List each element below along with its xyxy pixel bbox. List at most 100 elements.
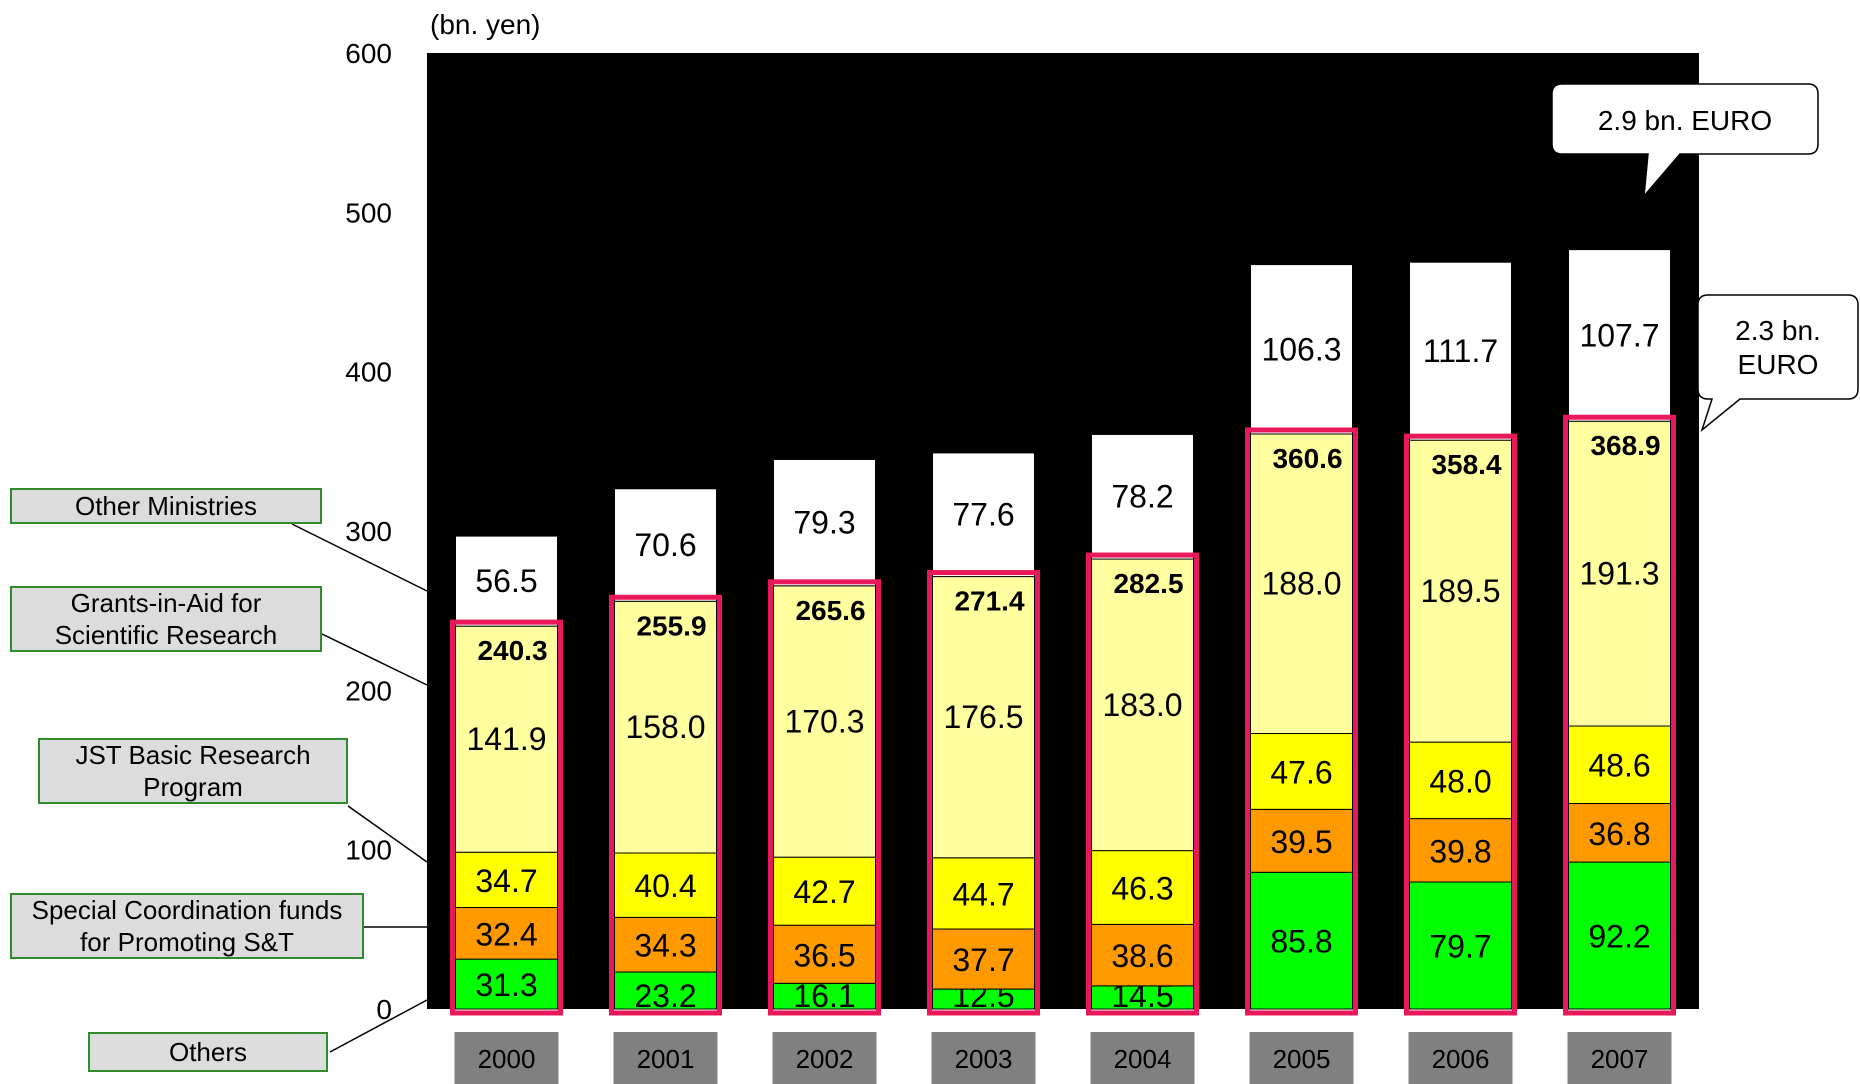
y-tick-label: 500: [345, 197, 392, 228]
bar-segment: [1250, 433, 1353, 735]
svg-text:2001: 2001: [637, 1044, 695, 1074]
bar-segment: [455, 907, 558, 960]
legend-leader-line: [321, 633, 428, 686]
bar-segment: [614, 916, 717, 973]
svg-text:2000: 2000: [478, 1044, 536, 1074]
bar-segment: [1091, 558, 1194, 852]
y-tick-label: 100: [345, 835, 392, 866]
data-label: 85.8: [1270, 924, 1332, 960]
data-label: 79.3: [793, 505, 855, 541]
x-tick-label-2003: 2003: [931, 1032, 1036, 1084]
bar-segment: [1250, 808, 1353, 873]
data-label: 141.9: [466, 721, 546, 757]
bar-segment: [773, 982, 876, 1010]
svg-text:2003: 2003: [955, 1044, 1013, 1074]
bar-2006: 79.7 39.8 48.0 189.5 111.7 358.4: [1404, 261, 1517, 1016]
bar-segment: [1568, 725, 1671, 804]
bar-segment: [1568, 802, 1671, 863]
data-label: 32.4: [475, 916, 537, 952]
legend-entry-2: JST Basic Research Program: [38, 738, 348, 804]
data-label: 36.8: [1588, 816, 1650, 852]
data-label: 48.6: [1588, 748, 1650, 784]
data-label: 158.0: [625, 709, 705, 745]
data-label: 16.1: [793, 978, 855, 1014]
bar-segment: [1568, 420, 1671, 727]
subtotal-label: 255.9: [636, 610, 706, 641]
legend-leader-line: [329, 999, 428, 1053]
x-tick-label-2007: 2007: [1567, 1032, 1672, 1084]
data-label: 188.0: [1261, 566, 1341, 602]
data-label: 37.7: [952, 942, 1014, 978]
y-tick-label: 0: [376, 994, 392, 1025]
callout-2-3-bn-euro-text: 2.3 bn. EURO: [1735, 315, 1821, 380]
data-label: 170.3: [784, 703, 864, 739]
data-label: 107.7: [1579, 317, 1659, 353]
subtotal-highlight: [1245, 427, 1358, 1016]
bar-segment: [773, 585, 876, 858]
data-label: 23.2: [634, 978, 696, 1014]
bar-segment: [1409, 818, 1512, 883]
bar-segment: [773, 458, 876, 587]
bar-segment: [614, 600, 717, 854]
data-label: 46.3: [1111, 871, 1173, 907]
x-tick-label-2001: 2001: [613, 1032, 718, 1084]
subtotal-highlight: [1404, 433, 1517, 1016]
y-tick-label: 400: [345, 357, 392, 388]
bar-segment: [455, 535, 558, 627]
data-label: 48.0: [1429, 763, 1491, 799]
data-label: 79.7: [1429, 929, 1491, 965]
bar-segment: [1568, 249, 1671, 422]
subtotal-label: 360.6: [1272, 443, 1342, 474]
bar-segment: [1250, 733, 1353, 810]
data-label: 39.5: [1270, 824, 1332, 860]
y-tick-label: 200: [345, 675, 392, 706]
bar-segment: [1409, 439, 1512, 743]
subtotal-highlight: [1563, 414, 1676, 1016]
subtotal-highlight: [1086, 552, 1199, 1016]
data-label: 42.7: [793, 874, 855, 910]
bar-segment: [932, 576, 1035, 859]
x-tick-label-2002: 2002: [772, 1032, 877, 1084]
y-tick-label: 600: [345, 38, 392, 69]
callout-2-3-bn-euro: 2.3 bn. EURO: [1697, 294, 1859, 433]
x-tick-label-2000: 2000: [454, 1032, 559, 1084]
subtotal-label: 265.6: [795, 595, 865, 626]
legend-entry-3: Grants-in-Aid for Scientific Research: [10, 586, 322, 652]
callout-2-9-bn-euro: 2.9 bn. EURO: [1551, 83, 1819, 199]
bar-segment: [1091, 433, 1194, 560]
svg-text:2007: 2007: [1591, 1044, 1649, 1074]
bar-segment: [932, 452, 1035, 578]
svg-text:2006: 2006: [1432, 1044, 1490, 1074]
bar-segment: [932, 857, 1035, 930]
data-label: 39.8: [1429, 833, 1491, 869]
data-label: 176.5: [943, 699, 1023, 735]
data-label: 34.3: [634, 928, 696, 964]
subtotal-highlight: [927, 570, 1040, 1016]
svg-text:2004: 2004: [1114, 1044, 1172, 1074]
legend-entry-1: Special Coordination funds for Promoting…: [10, 893, 364, 959]
bar-2001: 23.2 34.3 40.4 158.0 70.6 255.9: [609, 488, 722, 1016]
y-tick-label: 300: [345, 516, 392, 547]
x-tick-label-2005: 2005: [1249, 1032, 1354, 1084]
legend-leader-line: [347, 805, 428, 863]
data-label: 34.7: [475, 863, 537, 899]
subtotal-label: 240.3: [477, 635, 547, 666]
data-label: 47.6: [1270, 754, 1332, 790]
bar-2005: 85.8 39.5 47.6 188.0 106.3 360.6: [1245, 264, 1358, 1016]
data-label: 189.5: [1420, 573, 1500, 609]
bar-segment: [614, 852, 717, 918]
x-tick-label-2004: 2004: [1090, 1032, 1195, 1084]
bar-segment: [614, 488, 717, 602]
bar-segment: [455, 851, 558, 909]
bar-segment: [455, 958, 558, 1010]
data-label: 106.3: [1261, 331, 1341, 367]
bar-segment: [773, 856, 876, 926]
data-label: 191.3: [1579, 556, 1659, 592]
bar-2002: 16.1 36.5 42.7 170.3 79.3 265.6: [768, 458, 881, 1016]
bar-segment: [455, 625, 558, 853]
subtotal-highlight: [450, 619, 563, 1016]
bar-2007: 92.2 36.8 48.6 191.3 107.7 368.9: [1563, 249, 1676, 1016]
